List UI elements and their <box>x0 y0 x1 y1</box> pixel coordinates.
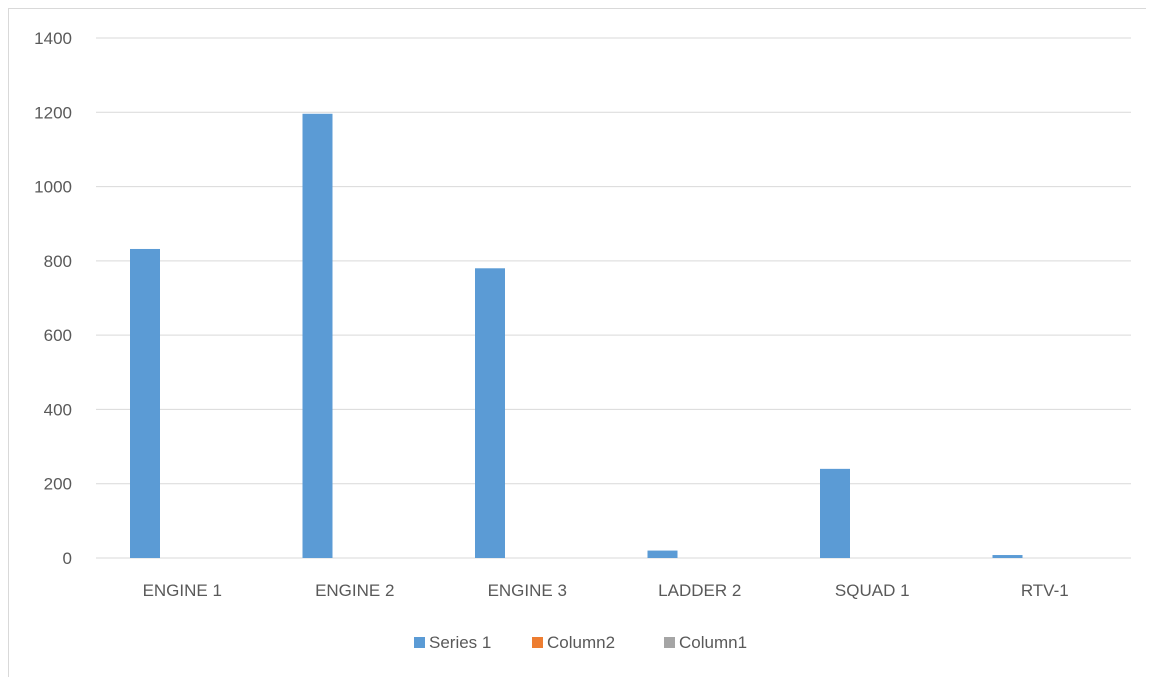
y-tick-label: 200 <box>44 475 72 494</box>
x-tick-label: ENGINE 2 <box>315 581 394 600</box>
bars <box>130 113 1023 559</box>
y-tick-label: 1400 <box>34 29 72 48</box>
bar <box>475 268 505 558</box>
bar <box>302 113 333 559</box>
y-tick-label: 400 <box>44 400 72 419</box>
y-tick-label: 600 <box>44 326 72 345</box>
x-tick-label: SQUAD 1 <box>835 581 910 600</box>
bar <box>130 248 160 558</box>
x-tick-label: ENGINE 3 <box>488 581 567 600</box>
legend-swatch <box>664 637 675 648</box>
legend-swatch <box>532 637 543 648</box>
legend-item: Series 1 <box>414 633 491 652</box>
legend-item: Column1 <box>664 633 747 652</box>
y-tick-label: 1200 <box>34 103 72 122</box>
gridlines <box>96 37 1131 559</box>
bar <box>647 550 678 558</box>
y-tick-label: 1000 <box>34 178 72 197</box>
x-axis-tick-labels: ENGINE 1 ENGINE 2 ENGINE 3 LADDER 2 SQUAD 1 R… <box>143 581 1069 600</box>
bar <box>820 468 850 558</box>
chart-frame <box>8 8 1146 677</box>
bar <box>992 555 1023 558</box>
legend-label: Column1 <box>679 633 747 652</box>
legend-label: Series 1 <box>429 633 491 652</box>
legend: Series 1 Column2 Column1 <box>414 633 747 652</box>
legend-swatch <box>414 637 425 648</box>
x-tick-label: ENGINE 1 <box>143 581 222 600</box>
y-tick-label: 800 <box>44 252 72 271</box>
y-tick-label: 0 <box>63 549 72 568</box>
x-tick-label: LADDER 2 <box>658 581 741 600</box>
legend-item: Column2 <box>532 633 615 652</box>
y-axis-tick-labels: 0 200 400 600 800 1000 1200 1400 <box>34 29 72 568</box>
legend-label: Column2 <box>547 633 615 652</box>
x-tick-label: RTV-1 <box>1021 581 1069 600</box>
